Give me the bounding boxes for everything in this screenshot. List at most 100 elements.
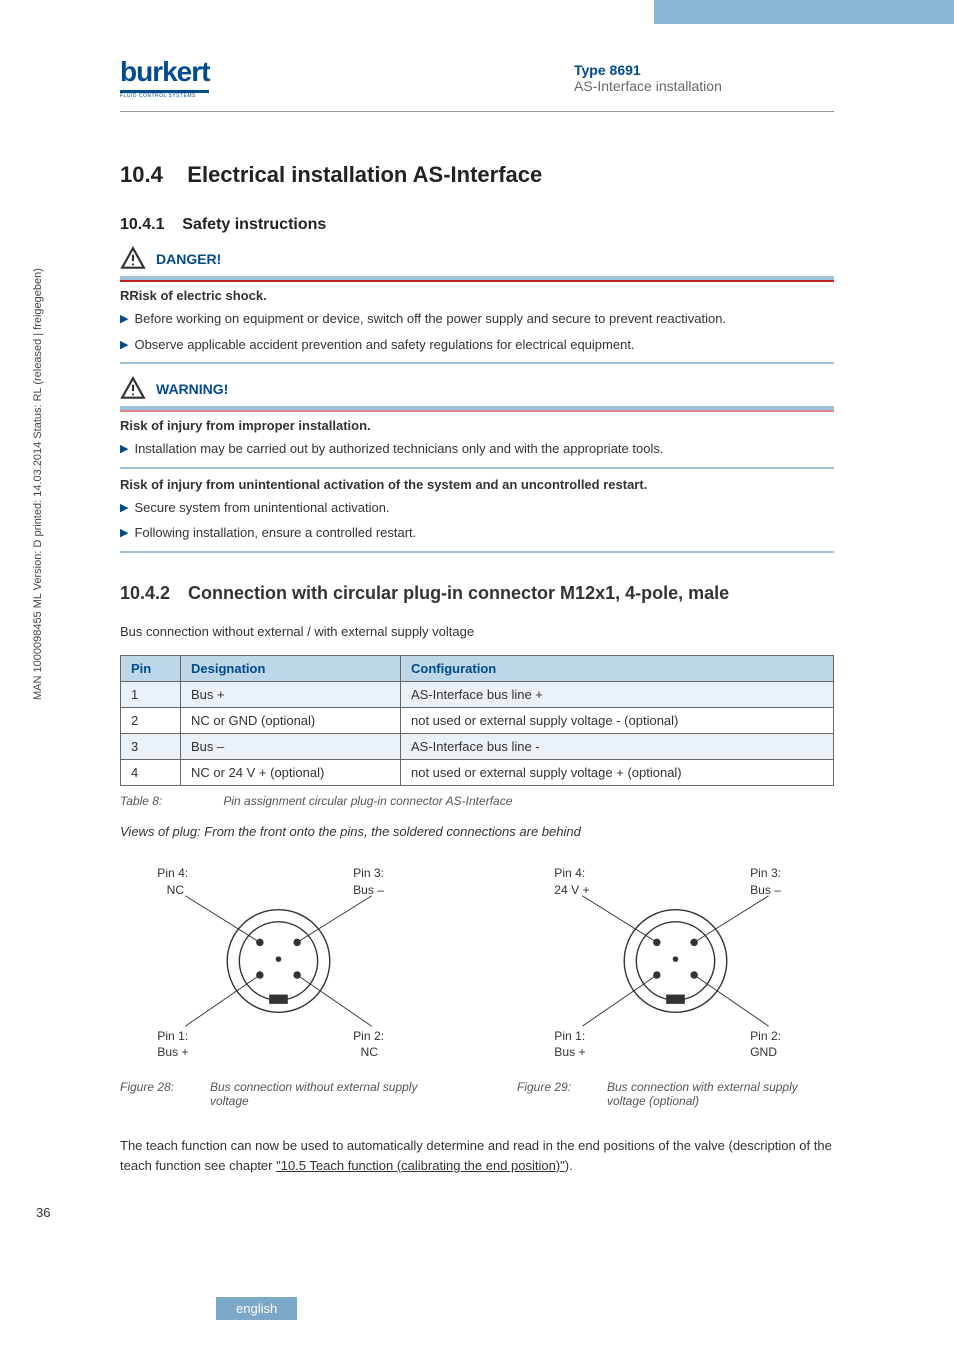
triangle-bullet-icon: ▶ — [120, 439, 128, 459]
teach-post: ). — [565, 1158, 573, 1173]
section-title: Electrical installation AS-Interface — [187, 162, 542, 187]
triangle-bullet-icon: ▶ — [120, 335, 128, 355]
svg-text:Pin 3:: Pin 3: — [750, 866, 781, 880]
separator — [120, 362, 834, 364]
danger-header: DANGER! — [120, 246, 834, 272]
svg-text:Pin 4:: Pin 4: — [554, 866, 585, 880]
sub2-title: Connection with circular plug-in connect… — [188, 581, 729, 606]
pin-table: PinDesignationConfiguration 1Bus +AS-Int… — [120, 655, 834, 786]
subtitle-label: AS-Interface installation — [574, 78, 834, 94]
svg-text:NC: NC — [361, 1045, 379, 1059]
plug-diagrams: Pin 4: NC Pin 3: Bus – Pin 1: Bus + Pin … — [120, 851, 834, 1108]
table-cell: 1 — [121, 682, 181, 708]
table-row: 3Bus –AS-Interface bus line - — [121, 734, 834, 760]
table-cell: Bus – — [181, 734, 401, 760]
triangle-bullet-icon: ▶ — [120, 309, 128, 329]
table-cell: 3 — [121, 734, 181, 760]
warning-risk-title: Risk of injury from improper installatio… — [120, 418, 834, 433]
danger-risk-title: RRisk of electric shock. — [120, 288, 834, 303]
svg-text:Pin 3:: Pin 3: — [353, 866, 384, 880]
logo-text: burkert — [120, 56, 209, 93]
danger-icon — [120, 246, 146, 272]
plug-left: Pin 4: NC Pin 3: Bus – Pin 1: Bus + Pin … — [120, 851, 437, 1108]
plug-left-svg: Pin 4: NC Pin 3: Bus – Pin 1: Bus + Pin … — [120, 851, 437, 1071]
warning-rule — [120, 406, 834, 412]
teach-link[interactable]: "10.5 Teach function (calibrating the en… — [276, 1158, 565, 1173]
svg-text:Pin 2:: Pin 2: — [353, 1029, 384, 1043]
table-row: 1Bus +AS-Interface bus line + — [121, 682, 834, 708]
page-header: burkert FLUID CONTROL SYSTEMS Type 8691 … — [120, 0, 834, 112]
page-number: 36 — [36, 1205, 50, 1220]
sub2-number: 10.4.2 — [120, 581, 170, 606]
plug-right-svg: Pin 4: 24 V + Pin 3: Bus – Pin 1: Bus + … — [517, 851, 834, 1071]
table-cell: NC or GND (optional) — [181, 708, 401, 734]
danger-bullet-1: ▶ Before working on equipment or device, … — [120, 309, 834, 329]
svg-text:Pin 1:: Pin 1: — [554, 1029, 585, 1043]
vertical-meta-text: MAN 1000098455 ML Version: D printed: 14… — [32, 268, 44, 700]
warning-bullet-3: ▶ Following installation, ensure a contro… — [120, 523, 834, 543]
svg-text:Bus –: Bus – — [750, 883, 781, 897]
danger-b1-text: Before working on equipment or device, s… — [134, 309, 726, 329]
header-right: Type 8691 AS-Interface installation — [574, 62, 834, 94]
danger-label: DANGER! — [156, 251, 221, 267]
figure-28-caption: Figure 28: Bus connection without extern… — [120, 1080, 437, 1108]
warning-icon — [120, 376, 146, 402]
type-label: Type 8691 — [574, 62, 834, 78]
table-header-cell: Designation — [181, 656, 401, 682]
danger-b2-text: Observe applicable accident prevention a… — [134, 335, 634, 355]
svg-text:Pin 2:: Pin 2: — [750, 1029, 781, 1043]
sub1-number: 10.4.1 — [120, 216, 164, 233]
table-cell: not used or external supply voltage - (o… — [401, 708, 834, 734]
warning-label: WARNING! — [156, 381, 228, 397]
logo-subtitle: FLUID CONTROL SYSTEMS — [120, 93, 240, 99]
fig29-label: Figure 29: — [517, 1080, 587, 1108]
fig29-text: Bus connection with external supply volt… — [607, 1080, 834, 1108]
section-number: 10.4 — [120, 162, 163, 187]
svg-text:Pin 1:: Pin 1: — [157, 1029, 188, 1043]
table-header-cell: Configuration — [401, 656, 834, 682]
subsection-2: 10.4.2 Connection with circular plug-in … — [120, 581, 834, 606]
logo: burkert FLUID CONTROL SYSTEMS — [120, 56, 240, 99]
table-cell: AS-Interface bus line - — [401, 734, 834, 760]
table-cell: Bus + — [181, 682, 401, 708]
table-cell: not used or external supply voltage + (o… — [401, 760, 834, 786]
table-row: 2NC or GND (optional)not used or externa… — [121, 708, 834, 734]
table-caption: Table 8: Pin assignment circular plug-in… — [120, 794, 834, 808]
table-cell: NC or 24 V + (optional) — [181, 760, 401, 786]
triangle-bullet-icon: ▶ — [120, 498, 128, 518]
warning-header: WARNING! — [120, 376, 834, 402]
separator — [120, 467, 834, 469]
triangle-bullet-icon: ▶ — [120, 523, 128, 543]
svg-text:Pin 4:: Pin 4: — [157, 866, 188, 880]
warning-b1-text: Installation may be carried out by autho… — [134, 439, 663, 459]
language-badge: english — [216, 1297, 297, 1320]
teach-text: The teach function can now be used to au… — [120, 1136, 834, 1175]
table-caption-text: Pin assignment circular plug-in connecto… — [223, 794, 512, 808]
table-cell: AS-Interface bus line + — [401, 682, 834, 708]
figure-29-caption: Figure 29: Bus connection with external … — [517, 1080, 834, 1108]
sub1-title: Safety instructions — [182, 216, 326, 233]
table-header-cell: Pin — [121, 656, 181, 682]
danger-bullet-2: ▶ Observe applicable accident prevention … — [120, 335, 834, 355]
svg-text:Bus +: Bus + — [554, 1045, 585, 1059]
table-cell: 2 — [121, 708, 181, 734]
table-caption-label: Table 8: — [120, 794, 220, 808]
fig28-label: Figure 28: — [120, 1080, 190, 1108]
warning-bullet-2: ▶ Secure system from unintentional activa… — [120, 498, 834, 518]
svg-text:24 V +: 24 V + — [554, 883, 589, 897]
warning-risk-title-2: Risk of injury from unintentional activa… — [120, 477, 834, 492]
warning-b3-text: Following installation, ensure a control… — [134, 523, 416, 543]
table-cell: 4 — [121, 760, 181, 786]
separator — [120, 551, 834, 553]
fig28-text: Bus connection without external supply v… — [210, 1080, 437, 1108]
table-row: 4NC or 24 V + (optional)not used or exte… — [121, 760, 834, 786]
warning-bullet-1: ▶ Installation may be carried out by auth… — [120, 439, 834, 459]
bus-intro-text: Bus connection without external / with e… — [120, 622, 834, 642]
danger-rule — [120, 276, 834, 282]
svg-text:GND: GND — [750, 1045, 777, 1059]
svg-text:Bus –: Bus – — [353, 883, 384, 897]
warning-b2-text: Secure system from unintentional activat… — [134, 498, 389, 518]
section-heading: 10.4 Electrical installation AS-Interfac… — [120, 162, 834, 188]
subsection-1: 10.4.1 Safety instructions — [120, 216, 834, 234]
views-text: Views of plug: From the front onto the p… — [120, 824, 834, 839]
